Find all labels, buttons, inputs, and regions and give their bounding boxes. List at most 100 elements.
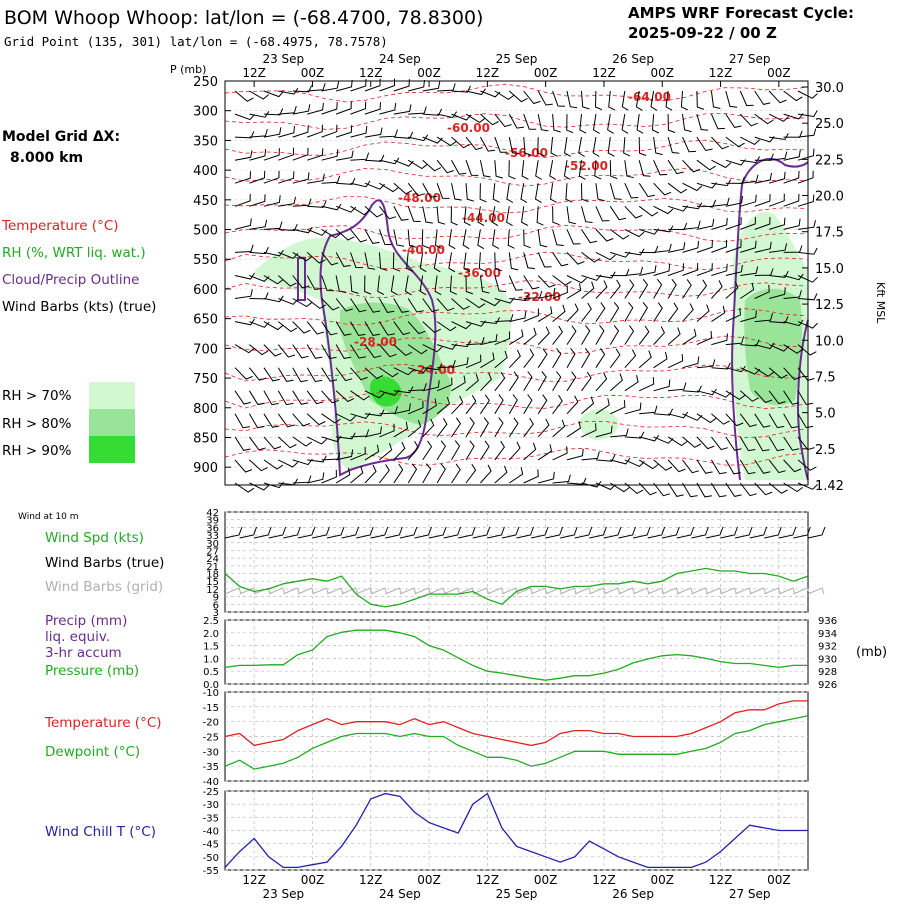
wind-barb	[667, 242, 686, 253]
wind-barb	[754, 90, 771, 105]
wind-barb	[494, 313, 514, 323]
wind-barb-true	[224, 526, 243, 539]
bottom-time-label: 12Z	[476, 873, 500, 887]
wind-barb	[725, 390, 746, 401]
wind-barb	[307, 102, 324, 115]
wind-panel-y-tick-label: 21	[206, 562, 219, 573]
wind-barb	[696, 436, 715, 450]
wind-barb	[278, 196, 296, 207]
wind-barb	[321, 275, 335, 292]
wind-barb	[494, 275, 507, 293]
pressure-tick-label: 850	[193, 431, 218, 446]
wind-barb	[653, 408, 674, 416]
wind-barb	[754, 313, 773, 323]
wind-barb	[797, 90, 818, 99]
pressure-unit-label: (mb)	[856, 645, 887, 660]
wind-barb	[307, 472, 325, 484]
wind-barb-true	[516, 526, 534, 539]
wind-barb	[581, 371, 592, 392]
wind-barb	[552, 446, 568, 461]
wind-barb	[653, 159, 668, 176]
legend-rh80-swatch	[89, 409, 135, 436]
wind-barb	[579, 114, 587, 134]
wind-barb	[725, 264, 743, 276]
wind-barb	[407, 182, 426, 197]
wind-barb	[234, 131, 255, 139]
wind-barb	[581, 396, 595, 415]
wind-barb	[263, 390, 279, 406]
wind-barb	[739, 413, 757, 428]
temperature-contour-10	[224, 363, 806, 382]
cross-section-frame	[224, 80, 809, 486]
wind-barb	[783, 459, 802, 473]
wind-barb	[408, 79, 425, 92]
top-time-label: 00Z	[417, 66, 441, 80]
wind-barb	[581, 183, 589, 203]
wind-barb	[595, 251, 616, 261]
wind-barb	[335, 344, 352, 359]
windchill-panel-y-tick-label: -25	[203, 787, 219, 798]
wind-barb	[740, 310, 757, 323]
wind-barb-true	[239, 526, 258, 539]
wind-barb	[711, 239, 728, 253]
cross-section-axes: 250 300 350 400 450 500 550 600 650 700 750 800 850 9…	[193, 52, 844, 494]
wind-barb	[581, 348, 591, 368]
wind-barb	[624, 349, 637, 369]
pressure-label: Pressure (mb)	[45, 663, 139, 679]
wind-barb	[521, 206, 529, 226]
wind-barb	[234, 318, 255, 326]
wind-chill-label: Wind Chill T (°C)	[45, 824, 156, 840]
wind-barb	[249, 367, 267, 381]
wind-barb	[710, 90, 721, 109]
wind-barb	[263, 221, 283, 230]
wind-barb-true	[691, 526, 709, 539]
wind-barb	[667, 302, 679, 322]
wind-barb	[537, 371, 547, 392]
wind-barb	[624, 459, 645, 467]
wind-barb	[422, 206, 433, 224]
wind-barb	[248, 436, 266, 451]
top-time-label: 12Z	[476, 66, 500, 80]
wind-barb	[797, 344, 817, 356]
wind-barb-grid	[370, 587, 388, 595]
wind-barb	[234, 272, 255, 280]
wind-barb	[436, 321, 457, 332]
wind-barb	[249, 344, 269, 356]
wind-barb	[406, 252, 414, 272]
wind-barb	[592, 114, 600, 134]
wind-barb	[768, 90, 787, 104]
wind-barb	[595, 454, 616, 462]
temp-panel-y-tick-label: -10	[203, 688, 219, 699]
pressure-tick-label: 900	[193, 461, 218, 476]
wind-barb	[754, 241, 772, 253]
wind-barb-grid	[224, 587, 242, 595]
wind-barb	[393, 298, 409, 313]
wind-panel-y-tick-label: 33	[206, 531, 219, 542]
wind-panel-title: Wind at 10 m	[18, 512, 78, 522]
wind-barb	[292, 125, 309, 138]
temperature-contour-label: -52.00	[565, 159, 608, 173]
wind-barb	[638, 301, 649, 322]
temperature-contour-label: -36.00	[458, 266, 501, 280]
top-time-label: 12Z	[709, 66, 733, 80]
wind-barb-grid	[793, 587, 810, 595]
wind-barb	[378, 298, 395, 313]
pressure-tick-label: 600	[193, 283, 218, 298]
wind-barb	[364, 102, 381, 115]
wind-barb-grid	[560, 587, 577, 595]
wind-barb	[624, 301, 634, 322]
wind-barb-true	[472, 526, 491, 539]
wind-barb	[292, 344, 309, 359]
wind-barb-true	[749, 526, 768, 539]
wind-barb	[696, 263, 713, 276]
wind-barb	[292, 321, 311, 334]
wind-barb	[465, 183, 475, 202]
wind-barb	[335, 449, 354, 461]
bottom-date-label: 23 Sep	[262, 887, 304, 900]
wind-barb	[422, 344, 443, 353]
temp-panel-y-tick-label: -15	[203, 703, 219, 714]
wind-barb	[321, 252, 339, 266]
wind-barb	[638, 137, 647, 156]
top-date-label: 24 Sep	[379, 52, 421, 66]
